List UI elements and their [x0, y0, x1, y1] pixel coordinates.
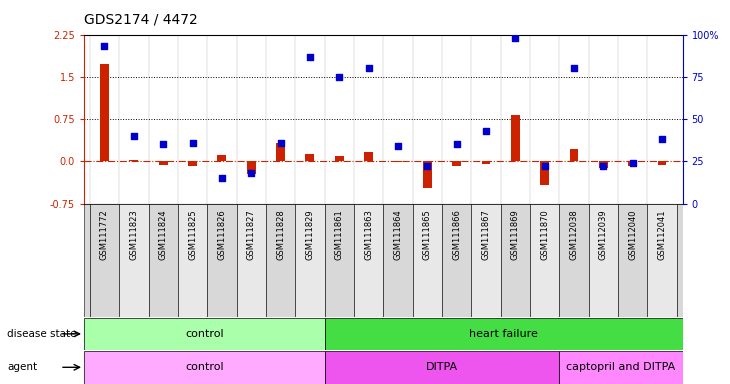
Point [245, 170, 257, 176]
Bar [677, 204, 683, 317]
Bar [648, 204, 677, 317]
Bar [188, 161, 197, 166]
Bar [276, 143, 285, 161]
Text: GSM111866: GSM111866 [452, 209, 461, 260]
Bar [452, 161, 461, 166]
Bar [540, 161, 549, 185]
Text: GSM112038: GSM112038 [569, 209, 578, 260]
Bar [629, 161, 637, 166]
Point [627, 160, 639, 166]
Text: GSM111824: GSM111824 [158, 209, 168, 260]
Bar [393, 161, 402, 162]
Bar [559, 351, 683, 384]
Point [274, 140, 286, 146]
Point [539, 163, 550, 169]
Bar [325, 318, 683, 350]
Bar [442, 204, 472, 317]
Bar [569, 149, 578, 161]
Text: GSM111829: GSM111829 [305, 209, 315, 260]
Text: GSM111869: GSM111869 [511, 209, 520, 260]
Bar [148, 204, 178, 317]
Point [334, 74, 345, 80]
Text: disease state: disease state [7, 329, 77, 339]
Point [99, 43, 110, 50]
Bar [266, 204, 295, 317]
Point [158, 141, 169, 147]
Bar [325, 204, 354, 317]
Bar [84, 318, 325, 350]
Text: GSM112040: GSM112040 [629, 209, 637, 260]
Bar [247, 161, 255, 174]
Bar [129, 160, 138, 161]
Text: control: control [185, 362, 223, 372]
Text: GSM112039: GSM112039 [599, 209, 608, 260]
Text: GSM111826: GSM111826 [218, 209, 226, 260]
Bar [599, 161, 608, 168]
Point [450, 141, 462, 147]
Point [656, 136, 668, 142]
Bar [501, 204, 530, 317]
Text: GSM111772: GSM111772 [100, 209, 109, 260]
Bar [90, 204, 119, 317]
Bar [305, 154, 315, 161]
Bar [658, 161, 666, 165]
Point [216, 175, 228, 181]
Point [128, 133, 139, 139]
Text: GSM111864: GSM111864 [393, 209, 402, 260]
Bar [335, 156, 344, 161]
Text: captopril and DITPA: captopril and DITPA [566, 362, 675, 372]
Bar [207, 204, 237, 317]
Bar [530, 204, 559, 317]
Text: DITPA: DITPA [426, 362, 458, 372]
Text: GSM111823: GSM111823 [129, 209, 138, 260]
Bar [618, 204, 648, 317]
Bar [364, 152, 373, 161]
Bar [237, 204, 266, 317]
Bar [84, 351, 325, 384]
Bar [383, 204, 412, 317]
Bar [588, 204, 618, 317]
Bar [100, 65, 109, 161]
Bar [159, 161, 168, 165]
Bar [412, 204, 442, 317]
Bar [423, 161, 431, 188]
Text: agent: agent [7, 362, 37, 372]
Bar [119, 204, 148, 317]
Bar [325, 351, 559, 384]
Bar [559, 204, 588, 317]
Point [421, 163, 433, 169]
Point [568, 65, 580, 71]
Point [363, 65, 374, 71]
Bar [472, 204, 501, 317]
Text: heart failure: heart failure [469, 329, 538, 339]
Text: GSM111867: GSM111867 [482, 209, 491, 260]
Bar [511, 114, 520, 161]
Bar [84, 204, 90, 317]
Bar [482, 161, 491, 164]
Bar [354, 204, 383, 317]
Text: GSM111863: GSM111863 [364, 209, 373, 260]
Text: GDS2174 / 4472: GDS2174 / 4472 [84, 13, 198, 27]
Text: GSM111828: GSM111828 [276, 209, 285, 260]
Text: GSM112041: GSM112041 [658, 209, 666, 260]
Bar [295, 204, 325, 317]
Point [480, 128, 492, 134]
Text: GSM111827: GSM111827 [247, 209, 255, 260]
Point [510, 35, 521, 41]
Text: GSM111825: GSM111825 [188, 209, 197, 260]
Text: GSM111865: GSM111865 [423, 209, 431, 260]
Point [187, 140, 199, 146]
Text: control: control [185, 329, 223, 339]
Bar [178, 204, 207, 317]
Text: GSM111870: GSM111870 [540, 209, 549, 260]
Point [597, 163, 609, 169]
Point [392, 143, 404, 149]
Bar [218, 154, 226, 161]
Text: GSM111861: GSM111861 [335, 209, 344, 260]
Point [304, 53, 316, 60]
